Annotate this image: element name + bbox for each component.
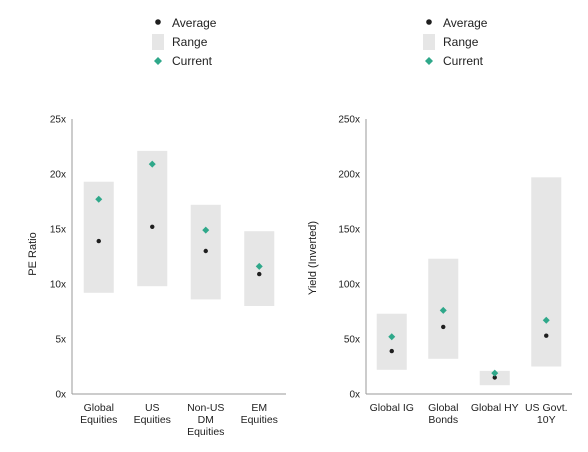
x-tick-label: Global bbox=[428, 402, 458, 414]
y-axis-label: PE Ratio bbox=[27, 232, 39, 275]
current-point bbox=[388, 333, 396, 341]
legend-current-label: Current bbox=[172, 54, 213, 68]
legend: Average Range Current bbox=[423, 16, 488, 68]
y-tick-label: 0x bbox=[349, 390, 360, 401]
average-point bbox=[257, 271, 262, 277]
y-tick-label: 25x bbox=[50, 115, 66, 126]
y-tick-label: 0x bbox=[55, 390, 66, 401]
category-group: Global HY bbox=[471, 369, 519, 414]
x-tick-label: 10Y bbox=[537, 414, 556, 426]
x-tick-label: Equities bbox=[241, 414, 278, 426]
x-tick-label: US bbox=[145, 402, 160, 414]
average-point bbox=[203, 248, 208, 254]
chart-panel-1: Average Range Current 0x 5x 10x 15x 20x 25x PE Ra… bbox=[27, 16, 286, 438]
x-tick-label: US Govt. bbox=[525, 402, 568, 414]
x-tick-label: Equities bbox=[187, 426, 224, 438]
y-tick-label: 15x bbox=[50, 225, 66, 236]
current-point bbox=[148, 160, 156, 168]
y-tick-label: 20x bbox=[50, 170, 66, 181]
average-point bbox=[389, 348, 394, 354]
chart-panel-2: Average Range Current 0x 50x 100x 150x 200x 250x… bbox=[307, 16, 572, 426]
x-tick-label: Global bbox=[84, 402, 114, 414]
x-tick-label: Global HY bbox=[471, 402, 519, 414]
average-point bbox=[441, 324, 446, 330]
x-tick-label: Equities bbox=[134, 414, 171, 426]
legend-average-label: Average bbox=[172, 16, 217, 30]
y-tick-label: 200x bbox=[338, 170, 360, 181]
legend-average-label: Average bbox=[443, 16, 488, 30]
y-axis-label: Yield (Inverted) bbox=[307, 221, 319, 295]
x-tick-label: DM bbox=[198, 414, 214, 426]
current-point bbox=[95, 195, 103, 203]
current-point bbox=[542, 316, 550, 324]
x-tick-label: Equities bbox=[80, 414, 117, 426]
y-tick-label: 100x bbox=[338, 280, 360, 291]
average-point bbox=[150, 224, 155, 229]
legend-range-label: Range bbox=[443, 35, 479, 49]
legend-range-label: Range bbox=[172, 35, 208, 49]
legend-current-marker bbox=[425, 57, 433, 65]
x-tick-label: EM bbox=[251, 402, 267, 414]
x-tick-label: Global IG bbox=[370, 402, 414, 414]
y-tick-label: 10x bbox=[50, 280, 66, 291]
legend-range-swatch bbox=[152, 34, 164, 50]
range-bar bbox=[376, 313, 407, 370]
current-point bbox=[202, 226, 210, 234]
x-tick-label: Non-US bbox=[187, 402, 224, 414]
y-tick-label: 5x bbox=[55, 335, 66, 346]
legend: Average Range Current bbox=[152, 16, 217, 68]
current-point bbox=[491, 369, 499, 377]
average-point bbox=[96, 238, 101, 244]
legend-average-marker bbox=[426, 19, 432, 25]
category-group: US Govt.10Y bbox=[525, 177, 568, 426]
legend-current-marker bbox=[154, 57, 162, 65]
category-group: Global IG bbox=[370, 313, 414, 414]
range-bar bbox=[531, 177, 562, 367]
average-point bbox=[544, 333, 549, 338]
y-tick-label: 250x bbox=[338, 115, 360, 126]
legend-current-label: Current bbox=[443, 54, 484, 68]
average-point bbox=[492, 375, 497, 380]
y-tick-label: 150x bbox=[338, 225, 360, 236]
legend-range-swatch bbox=[423, 34, 435, 50]
current-point bbox=[255, 262, 263, 270]
current-point bbox=[439, 306, 447, 314]
x-tick-label: Bonds bbox=[428, 414, 458, 426]
legend-average-marker bbox=[155, 19, 161, 25]
y-tick-label: 50x bbox=[344, 335, 360, 346]
range-bar bbox=[137, 150, 168, 287]
